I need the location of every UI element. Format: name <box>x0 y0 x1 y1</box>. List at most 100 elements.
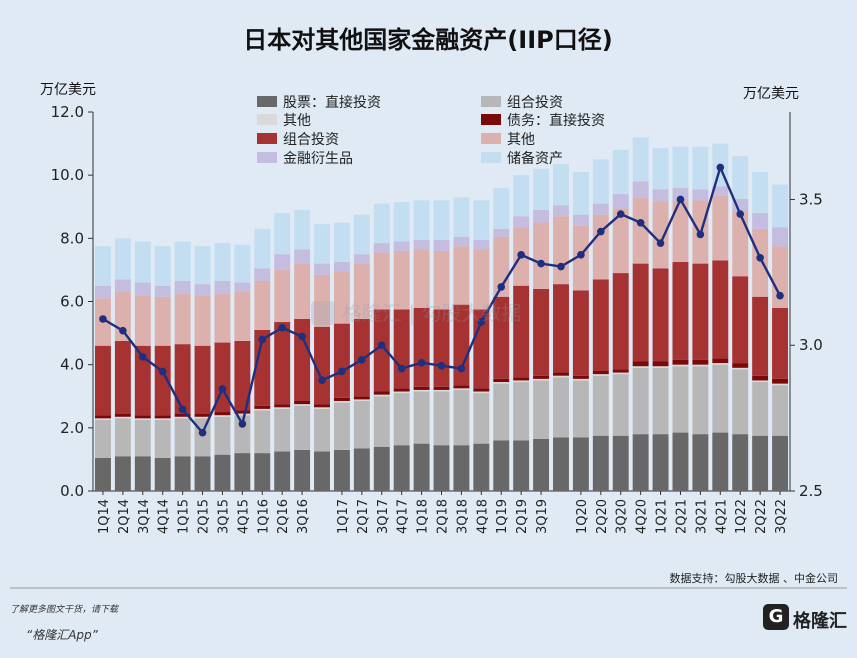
bar-segment <box>672 146 689 188</box>
bar-segment <box>572 214 589 226</box>
bar-segment <box>712 364 729 433</box>
bar-segment <box>274 254 291 270</box>
bar-segment <box>314 224 330 264</box>
bar-segment <box>772 385 789 436</box>
bar-segment <box>712 358 729 364</box>
bar-segment <box>533 380 550 439</box>
line-point <box>477 318 486 326</box>
x-tick-label: 4Q15 <box>236 499 251 534</box>
bar-segment <box>433 250 450 310</box>
bar-segment <box>553 437 569 491</box>
bar-segment <box>333 397 350 401</box>
bar-segment <box>652 202 669 269</box>
line-point <box>397 364 406 373</box>
bar-segment <box>413 249 430 308</box>
line-point <box>358 356 366 364</box>
x-tick-label: 3Q15 <box>216 499 231 534</box>
bar-segment <box>533 375 550 379</box>
bar-segment <box>592 159 609 204</box>
bar-segment <box>114 456 131 491</box>
bar-segment <box>314 326 330 405</box>
bar-segment <box>652 189 669 203</box>
bar-segment <box>294 318 311 401</box>
bar-segment <box>234 282 251 293</box>
line-point <box>278 323 286 332</box>
bar-segment <box>572 375 589 379</box>
x-tick-label: 3Q19 <box>535 499 550 534</box>
line-point <box>577 251 585 259</box>
line-series <box>99 163 784 437</box>
bar-segment <box>114 416 131 419</box>
bar-segment <box>513 440 530 491</box>
bar-segment <box>234 292 251 341</box>
bar-segment <box>134 282 151 296</box>
line-point <box>258 335 267 344</box>
bar-segment <box>114 238 131 280</box>
bar-segment <box>274 213 291 255</box>
bar-segment <box>692 189 709 201</box>
bar-segment <box>632 361 649 367</box>
brand-name: 格隆汇 <box>793 611 847 632</box>
line-point <box>178 405 187 414</box>
bar-segment <box>134 419 151 457</box>
right-tick-label: 3.5 <box>799 190 823 208</box>
bar-segment <box>274 451 291 491</box>
bar-segment <box>453 388 470 390</box>
bar-segment <box>732 276 749 364</box>
line-point <box>218 385 227 393</box>
x-tick-label: 1Q16 <box>256 499 271 534</box>
line-point <box>377 341 386 350</box>
bar-segment <box>94 285 111 299</box>
bar-segment <box>553 216 569 285</box>
bar-segment <box>353 399 370 401</box>
x-tick-label: 4Q14 <box>157 499 172 534</box>
bar-segment <box>114 279 131 293</box>
bar-segment <box>752 228 769 297</box>
watermark: 格隆汇 | 勾股大数据 <box>311 301 521 325</box>
bar-segment <box>333 400 350 403</box>
bar-segment <box>732 156 749 199</box>
bar-segment <box>294 400 311 405</box>
x-axis: 1Q14 2Q14 3Q14 4Q14 1Q15 2Q15 3Q15 4Q15 1Q16 2Q16… <box>97 491 789 534</box>
bar-segment <box>194 345 211 414</box>
bar-segment <box>294 405 311 450</box>
legend-label: 储备资产 <box>507 150 563 167</box>
line-point <box>417 358 426 367</box>
bar-segment <box>592 370 609 375</box>
bar-segment <box>373 309 390 392</box>
bar-segment <box>772 378 789 384</box>
bar-segment <box>592 374 609 376</box>
bar-segment <box>592 375 609 436</box>
line-point <box>636 218 645 227</box>
bar-segment <box>413 239 430 250</box>
bar-segment <box>632 137 649 182</box>
bar-segment <box>493 440 510 491</box>
line-point <box>696 230 705 239</box>
bar-segment <box>214 280 231 294</box>
bar-segment <box>294 249 311 264</box>
line-point <box>437 361 446 370</box>
bar-series <box>94 137 789 491</box>
bar-segment <box>712 363 729 365</box>
bar-segment <box>473 443 490 491</box>
bar-segment <box>94 246 111 286</box>
bar-segment <box>154 285 171 297</box>
right-axis-unit: 万亿美元 <box>743 86 799 102</box>
bar-segment <box>373 252 390 310</box>
bar-segment <box>294 449 311 491</box>
bar-segment <box>373 203 390 244</box>
bar-segment <box>772 184 789 228</box>
bar-segment <box>513 382 530 441</box>
bar-segment <box>612 369 629 373</box>
bar-segment <box>254 405 271 409</box>
bar-segment <box>553 164 569 206</box>
bar-segment <box>413 389 430 392</box>
bar-segment <box>752 296 769 376</box>
bar-segment <box>174 241 191 281</box>
bar-segment <box>453 389 470 446</box>
bar-segment <box>493 228 510 237</box>
bar-segment <box>612 374 629 436</box>
line-point <box>138 353 147 361</box>
bar-segment <box>274 322 291 405</box>
bar-segment <box>254 410 271 454</box>
